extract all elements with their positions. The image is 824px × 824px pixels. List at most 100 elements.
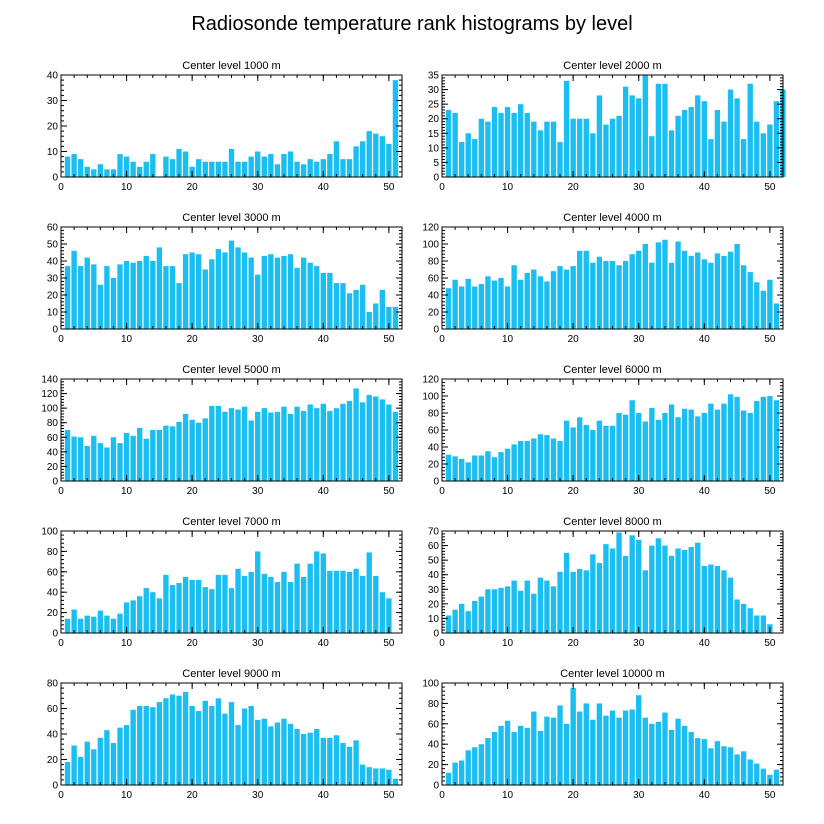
x-tick-label: 30 — [252, 790, 264, 801]
bar — [340, 159, 346, 177]
bar — [104, 615, 110, 633]
bar — [590, 262, 596, 329]
bar — [110, 618, 117, 633]
chart-panel: Center level 5000 m 0 10 20 30 40 50 0 20 40 60 80 1… — [41, 364, 403, 497]
bar — [616, 532, 622, 633]
bar — [176, 148, 182, 177]
bar — [688, 409, 694, 481]
bar — [590, 430, 596, 481]
bar — [550, 121, 557, 177]
bar — [169, 266, 176, 329]
bar — [537, 276, 544, 329]
bar — [366, 552, 372, 633]
bar — [150, 592, 156, 633]
bar — [773, 400, 780, 481]
bar — [84, 446, 90, 481]
bar — [228, 240, 235, 329]
x-tick-label: 30 — [633, 182, 645, 193]
bar — [662, 83, 668, 177]
y-tick-label: 5 — [433, 158, 439, 169]
bar — [235, 725, 241, 785]
bar — [445, 615, 452, 633]
x-tick-label: 10 — [121, 486, 133, 497]
bar — [622, 86, 629, 177]
bar — [570, 266, 576, 329]
bar — [340, 403, 346, 481]
bar — [708, 564, 714, 633]
bar — [491, 107, 498, 177]
bar — [196, 422, 202, 481]
y-tick-label: 0 — [52, 173, 58, 184]
bar — [281, 154, 287, 177]
bar — [340, 283, 346, 329]
bar — [695, 95, 701, 177]
bar — [511, 444, 517, 481]
bar — [222, 252, 228, 329]
bar — [274, 257, 281, 329]
bar — [662, 545, 668, 633]
bar — [649, 723, 655, 785]
bar — [465, 611, 471, 633]
chart-panel: Center level 1000 m 0 10 20 30 40 50 0 10 20 30 40 — [47, 60, 403, 193]
bar — [359, 141, 366, 177]
bar — [537, 434, 544, 481]
x-tick-label: 10 — [502, 486, 514, 497]
bar — [583, 424, 589, 481]
bar — [498, 587, 504, 633]
bar — [596, 563, 603, 633]
bar — [215, 405, 222, 481]
x-tick-label: 50 — [383, 182, 395, 193]
bar — [714, 253, 721, 329]
bar — [511, 112, 517, 177]
x-tick-label: 20 — [568, 638, 580, 649]
bar — [518, 104, 524, 177]
bar — [734, 98, 740, 177]
bar — [747, 608, 753, 633]
bar — [117, 443, 123, 481]
bar — [294, 161, 300, 177]
bar — [300, 164, 307, 177]
bar — [386, 769, 392, 785]
y-tick-label: 60 — [428, 719, 440, 730]
bar — [531, 438, 537, 481]
y-tick-label: 30 — [47, 274, 59, 285]
panel-title: Center level 4000 m — [563, 212, 661, 224]
bar — [169, 585, 176, 633]
bar — [616, 413, 622, 481]
x-tick-label: 0 — [58, 790, 64, 801]
bar — [64, 156, 71, 177]
bar — [708, 262, 714, 329]
x-tick-label: 40 — [318, 486, 330, 497]
panel-title: Center level 10000 m — [560, 668, 665, 680]
bar — [77, 159, 84, 177]
bar — [452, 112, 458, 177]
bar — [596, 95, 603, 177]
bar — [445, 288, 452, 329]
bar — [104, 169, 110, 177]
bar — [281, 406, 287, 481]
bar — [629, 400, 635, 481]
bar — [675, 241, 681, 329]
bar — [196, 711, 202, 785]
bar — [563, 552, 570, 633]
bar — [143, 588, 149, 633]
bar — [649, 545, 655, 633]
bar — [636, 695, 642, 785]
bar — [261, 573, 267, 633]
chart-panel: Center level 4000 m 0 10 20 30 40 50 0 20 40 60 80 1… — [422, 212, 784, 345]
bar — [353, 289, 359, 329]
bar — [294, 406, 300, 481]
bar — [636, 98, 642, 177]
bar — [668, 404, 675, 481]
bar — [563, 269, 570, 329]
bar — [327, 272, 333, 329]
bar — [498, 452, 504, 481]
bar — [287, 413, 294, 481]
bar — [91, 169, 97, 177]
bar — [478, 596, 485, 633]
bar — [544, 716, 550, 785]
bar — [714, 109, 721, 177]
bar — [215, 574, 222, 633]
x-tick-label: 0 — [439, 790, 445, 801]
bar — [747, 413, 753, 481]
